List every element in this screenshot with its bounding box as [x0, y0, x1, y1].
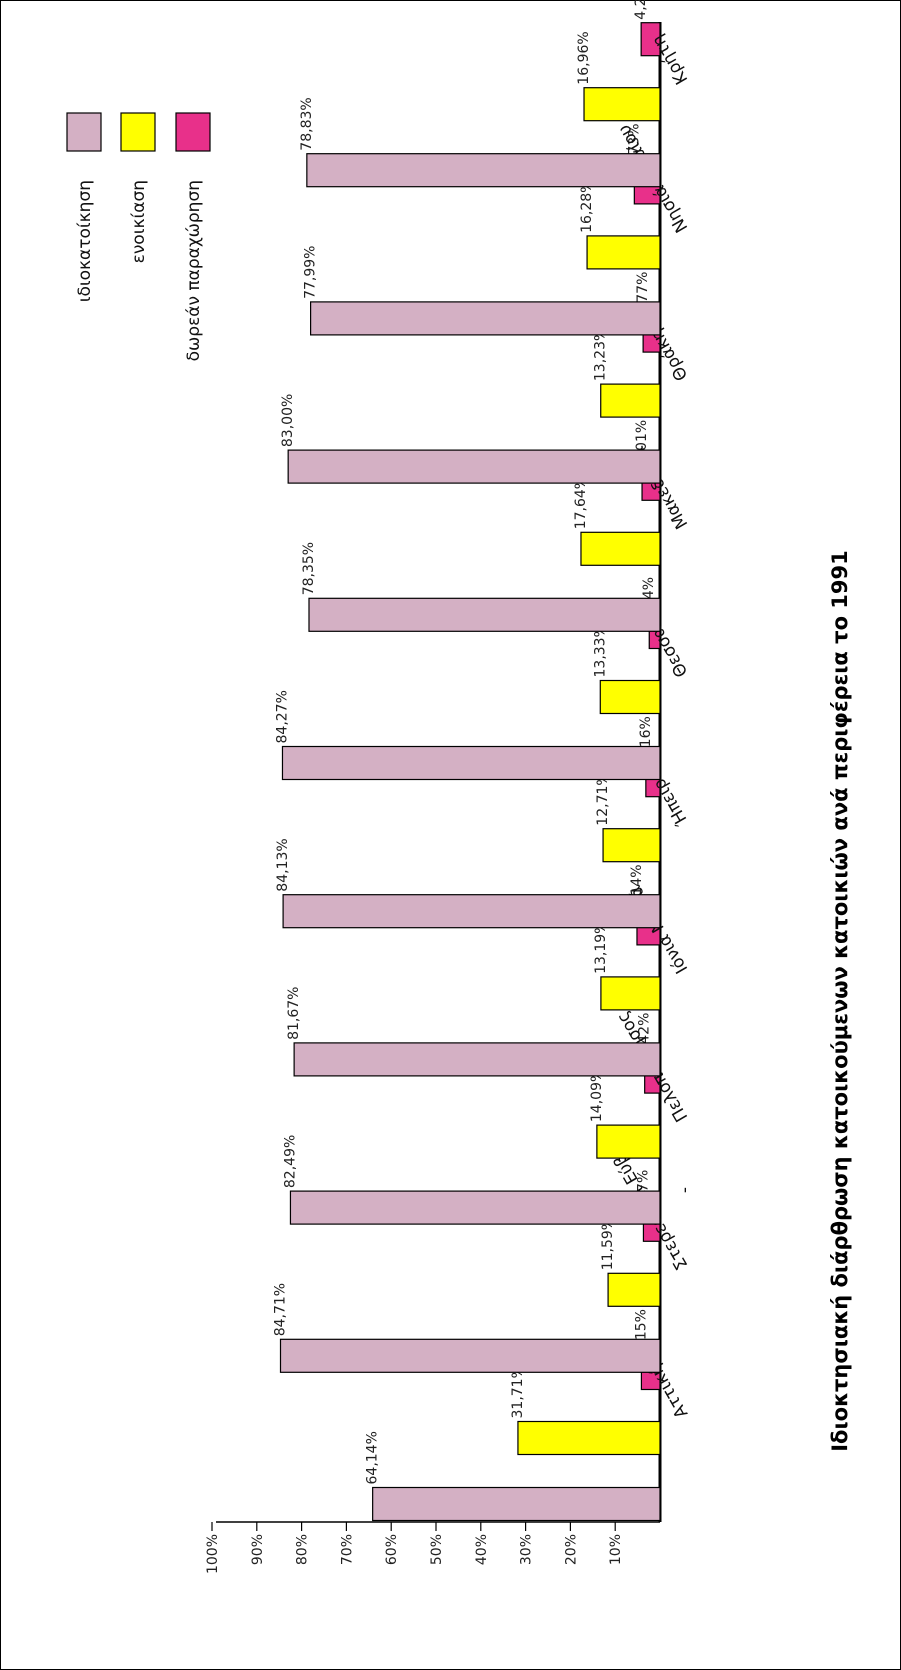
value-axis-tick-label: 10% — [608, 1534, 624, 1565]
bar-value-label: 82,49% — [282, 1135, 298, 1188]
category-label: Κρήτη — [648, 31, 692, 88]
bar-ownership — [289, 1190, 661, 1225]
bar-value-label: 83,00% — [280, 394, 296, 447]
value-axis-tick-label: 50% — [429, 1534, 445, 1565]
bar-rent — [607, 1272, 661, 1307]
value-axis-tick-label: 100% — [205, 1534, 221, 1574]
value-axis-tick-label: 40% — [474, 1534, 490, 1565]
bar-ownership — [279, 1338, 661, 1373]
bar-value-label: 77,99% — [303, 246, 319, 299]
bar-value-label: 16,28% — [579, 180, 595, 233]
bar-value-label: 13,23% — [593, 328, 609, 381]
bar-ownership — [293, 1042, 661, 1077]
bar-ownership — [281, 745, 661, 781]
bar-value-label: 78,35% — [301, 542, 317, 595]
bar-free — [640, 22, 661, 57]
bar-rent — [583, 87, 661, 122]
bar-value-label: 17,64% — [573, 476, 589, 529]
chart-title: Ιδιοκτησιακή διάρθρωση κατοικούμενων κατ… — [828, 550, 852, 1452]
bar-value-label: 12,71% — [595, 772, 611, 825]
bar-value-label: 78,83% — [299, 97, 315, 150]
value-axis-tick-label: 80% — [295, 1534, 311, 1565]
bar-rent — [602, 828, 661, 863]
bar-ownership — [306, 153, 661, 188]
stray-mark: - — [675, 1187, 695, 1193]
bar-ownership — [310, 301, 661, 336]
bar-rent — [600, 383, 661, 418]
bar-value-label: 84,71% — [272, 1283, 288, 1336]
legend-label: ιδιοκατοίκηση — [75, 180, 95, 302]
value-axis-tick-label: 90% — [250, 1534, 266, 1565]
bar-ownership — [372, 1486, 661, 1522]
bar-ownership — [282, 894, 661, 929]
bar-value-label: 84,13% — [275, 838, 291, 891]
bar-value-label: 4,21% — [633, 0, 649, 20]
bar-rent — [586, 235, 661, 270]
bar-value-label: 16,96% — [576, 31, 592, 84]
bar-value-label: 64,14% — [365, 1431, 381, 1484]
legend-label: δωρεάν παραχώρηση — [184, 180, 204, 361]
bar-ownership — [308, 597, 661, 632]
legend-swatch — [66, 112, 102, 152]
bar-rent — [599, 679, 661, 715]
bar-rent — [517, 1420, 661, 1456]
bar-value-label: 81,67% — [286, 987, 302, 1040]
bar-value-label: 84,27% — [274, 690, 290, 743]
value-axis-tick-label: 30% — [519, 1534, 535, 1565]
bar-value-label: 13,19% — [593, 921, 609, 974]
bar-value-label: 13,33% — [592, 624, 608, 677]
bar-rent — [596, 1124, 661, 1159]
value-axis-tick-label: 70% — [339, 1534, 355, 1565]
bar-value-label: 11,59% — [600, 1217, 616, 1270]
bar-rent — [580, 531, 661, 566]
value-axis-tick-label: 60% — [384, 1534, 400, 1565]
legend-label: ενοικίαση — [129, 180, 149, 263]
bar-ownership — [287, 449, 661, 484]
legend-swatch — [175, 112, 211, 152]
bar-value-label: 14,09% — [589, 1069, 605, 1122]
bar-value-label: 31,71% — [510, 1365, 526, 1418]
legend-swatch — [120, 112, 156, 152]
value-axis-tick-label: 20% — [563, 1534, 579, 1565]
bar-rent — [600, 976, 661, 1011]
